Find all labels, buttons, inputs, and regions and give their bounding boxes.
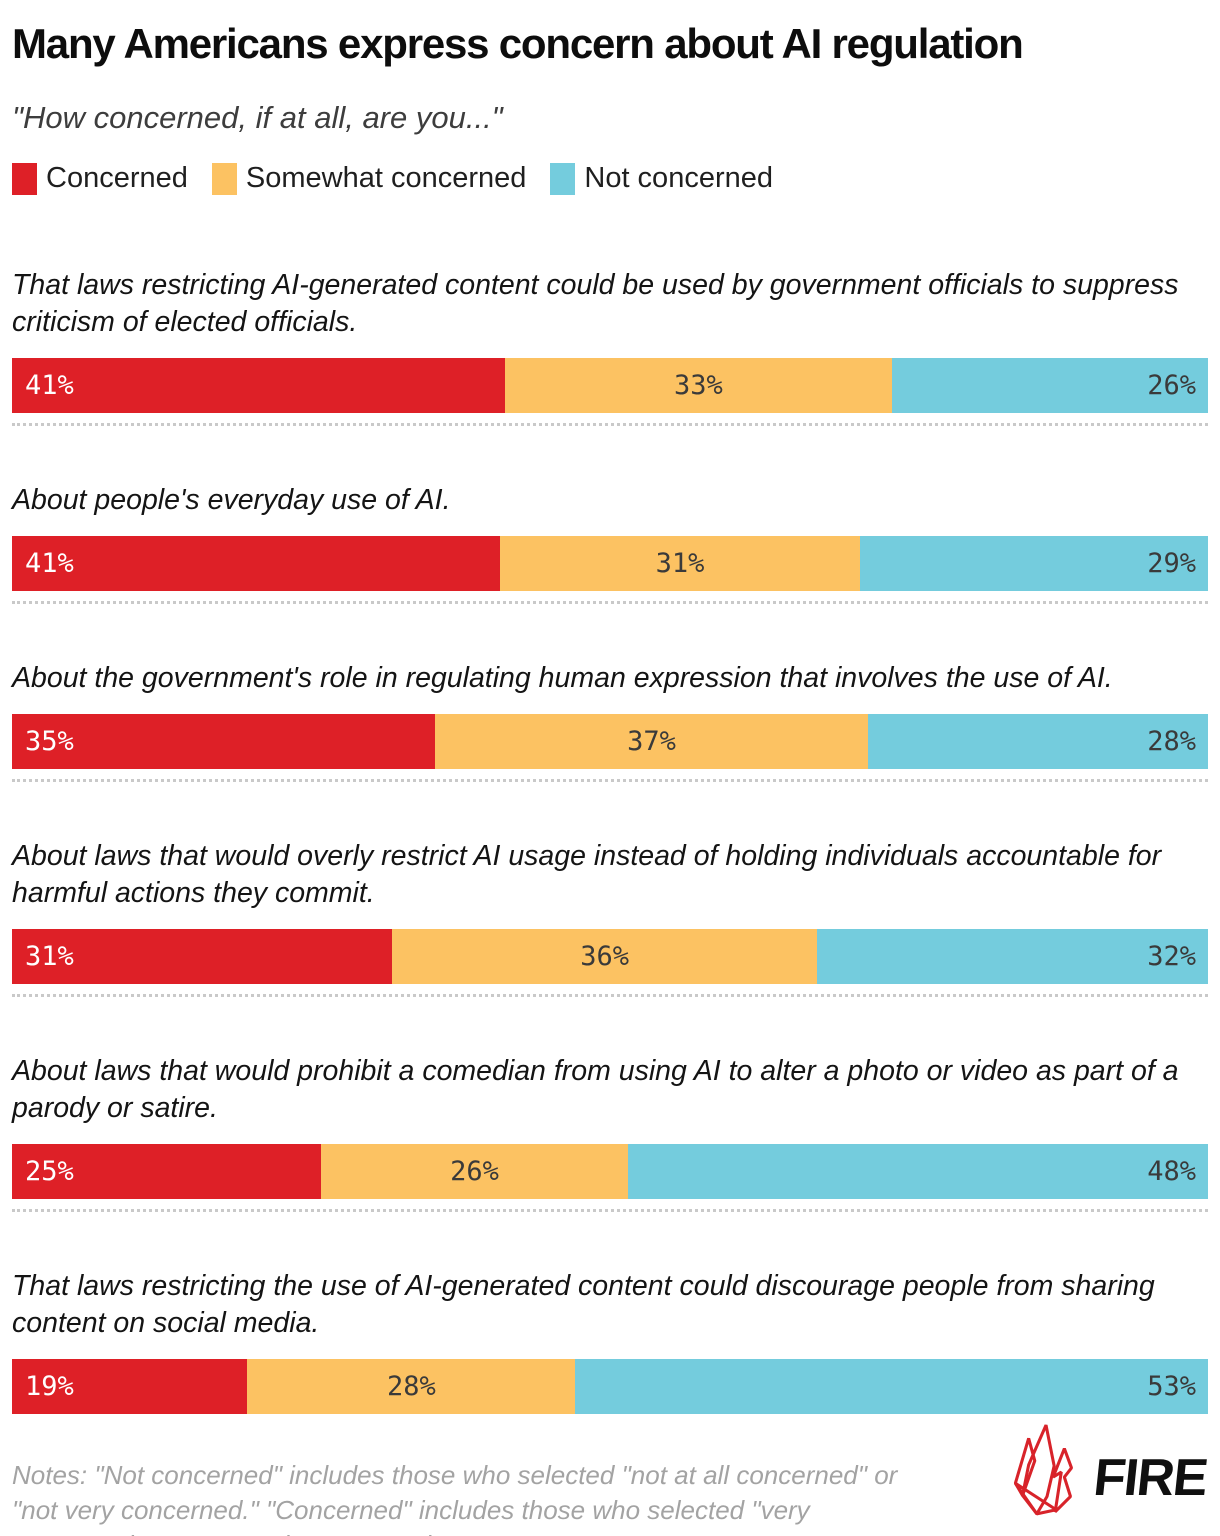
bar-row: About laws that would overly restrict AI…: [12, 838, 1208, 998]
bar-row: That laws restricting the use of AI-gene…: [12, 1268, 1208, 1415]
segment-value-label: 48%: [1147, 1156, 1196, 1188]
bar-segment-somewhat-concerned: 26%: [320, 1144, 629, 1200]
notes-text: Notes: "Not concerned" includes those wh…: [12, 1460, 898, 1536]
segment-value-label: 26%: [1147, 370, 1196, 402]
segment-value-label: 36%: [580, 941, 629, 973]
stacked-bar: 19% 28% 53%: [12, 1359, 1208, 1415]
bar-segment-not-concerned: 48%: [628, 1144, 1208, 1200]
question-text: About the government's role in regulatin…: [12, 662, 1113, 695]
dotted-separator: [12, 601, 1208, 605]
chart-subtitle: "How concerned, if at all, are you...": [12, 100, 503, 136]
segment-value-label: 41%: [25, 370, 74, 402]
bar-segment-not-concerned: 32%: [817, 929, 1208, 985]
bars-container: That laws restricting AI-generated conte…: [12, 267, 1209, 1415]
legend-swatch-icon: [211, 162, 237, 195]
bar-segment-concerned: 19%: [12, 1359, 248, 1415]
segment-value-label: 32%: [1147, 941, 1196, 973]
stacked-bar: 41% 31% 29%: [12, 536, 1209, 592]
segment-value-label: 25%: [25, 1156, 74, 1188]
dotted-separator: [12, 994, 1208, 998]
stacked-bar: 25% 26% 48%: [12, 1144, 1208, 1200]
bar-segment-somewhat-concerned: 31%: [500, 536, 860, 592]
segment-value-label: 31%: [655, 548, 705, 580]
legend: Concerned Somewhat concerned Not concerned: [12, 162, 1208, 195]
dotted-separator: [12, 423, 1208, 427]
flame-icon: [1013, 1424, 1073, 1516]
question-text: That laws restricting the use of AI-gene…: [12, 1270, 1155, 1340]
stacked-bar: 41% 33% 26%: [12, 358, 1208, 414]
dotted-separator: [12, 779, 1208, 783]
segment-value-label: 26%: [450, 1156, 499, 1188]
bar-segment-somewhat-concerned: 33%: [505, 358, 892, 414]
legend-swatch-icon: [12, 162, 37, 195]
segment-value-label: 41%: [25, 548, 74, 580]
fire-logo: FIRE: [1006, 1420, 1210, 1522]
bar-segment-not-concerned: 26%: [891, 358, 1208, 414]
stacked-bar: 35% 37% 28%: [12, 714, 1208, 770]
legend-item: Not concerned: [550, 162, 773, 195]
legend-label: Concerned: [46, 162, 188, 195]
bar-segment-somewhat-concerned: 37%: [434, 714, 869, 770]
question-text: About people's everyday use of AI.: [12, 484, 451, 517]
bar-segment-concerned: 31%: [12, 929, 392, 985]
question-text: About laws that would prohibit a comedia…: [12, 1055, 1179, 1125]
segment-value-label: 33%: [673, 370, 723, 402]
segment-value-label: 19%: [25, 1371, 74, 1403]
bar-segment-not-concerned: 28%: [868, 714, 1208, 770]
bar-segment-not-concerned: 29%: [859, 536, 1209, 592]
question-text: About laws that would overly restrict AI…: [12, 840, 1162, 910]
bar-segment-somewhat-concerned: 36%: [391, 929, 818, 985]
legend-item: Somewhat concerned: [211, 162, 527, 195]
stacked-bar: 31% 36% 32%: [12, 929, 1208, 985]
bar-segment-concerned: 35%: [12, 714, 435, 770]
bar-row: About people's everyday use of AI. 41% 31%…: [12, 482, 1209, 605]
bar-segment-not-concerned: 53%: [575, 1359, 1208, 1415]
bar-segment-somewhat-concerned: 28%: [247, 1359, 576, 1415]
segment-value-label: 29%: [1147, 548, 1197, 580]
segment-value-label: 35%: [25, 726, 74, 758]
bar-row: That laws restricting AI-generated conte…: [12, 267, 1208, 427]
bar-segment-concerned: 41%: [12, 536, 501, 592]
bar-segment-concerned: 25%: [12, 1144, 321, 1200]
question-text: That laws restricting AI-generated conte…: [12, 269, 1179, 339]
legend-label: Not concerned: [584, 162, 773, 195]
segment-value-label: 37%: [627, 726, 676, 758]
segment-value-label: 53%: [1147, 1371, 1196, 1403]
segment-value-label: 31%: [25, 941, 74, 973]
bar-segment-concerned: 41%: [12, 358, 506, 414]
legend-item: Concerned: [12, 162, 188, 195]
bar-row: About laws that would prohibit a comedia…: [12, 1053, 1208, 1213]
page-title: Many Americans express concern about AI …: [12, 20, 1024, 67]
segment-value-label: 28%: [1147, 726, 1196, 758]
bar-row: About the government's role in regulatin…: [12, 660, 1208, 783]
dotted-separator: [12, 1209, 1208, 1213]
segment-value-label: 28%: [387, 1371, 436, 1403]
legend-label: Somewhat concerned: [245, 162, 527, 195]
fire-wordmark: FIRE: [1090, 1449, 1210, 1507]
legend-swatch-icon: [550, 162, 576, 195]
